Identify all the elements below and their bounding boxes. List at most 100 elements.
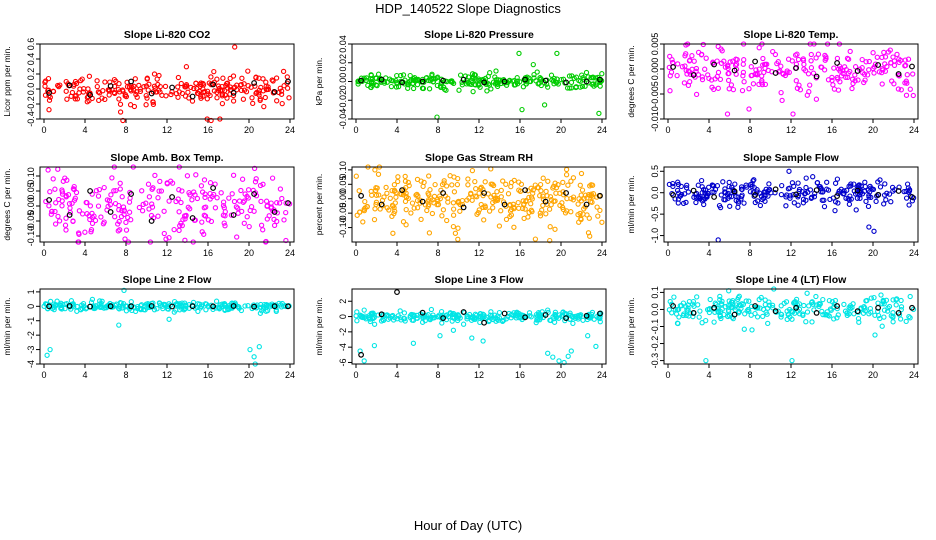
data-point [465,176,471,182]
data-point [856,182,862,188]
data-point [804,290,810,296]
data-point [868,185,874,191]
data-point [46,203,52,209]
data-point [128,217,134,223]
data-point [488,181,494,187]
data-point [582,192,589,198]
data-point [832,207,838,214]
data-point [709,84,715,90]
data-point [441,180,447,186]
data-point [136,204,143,211]
outlier-point [556,358,562,364]
data-point [207,92,213,99]
data-point [855,315,862,322]
data-point [448,78,454,84]
y-axis-label: ml/min per min. [626,175,636,233]
data-point [60,178,66,184]
data-point [354,318,360,324]
x-tick-label: 0 [665,370,670,380]
data-point [228,212,235,218]
data-point [49,208,55,215]
data-point [817,301,823,307]
data-point [101,184,107,191]
outlier-point [568,348,574,354]
data-point [571,75,577,81]
panel-1: Slope Li-820 CO2 Licor ppm per min. 0 4 8 12 1… [2,29,295,135]
data-point [213,298,220,304]
data-point [269,175,276,181]
data-point [259,308,265,314]
data-point [185,89,191,95]
data-point [741,200,747,206]
series-point [834,303,840,309]
y-tick-label: -0.04 [338,109,348,130]
data-point [492,312,498,318]
data-point [426,230,433,236]
data-point [732,181,738,187]
series-point [419,78,426,85]
data-point [46,97,53,103]
y-tick-label: 0.5 [650,165,660,178]
data-point [736,309,743,315]
data-point [705,72,711,78]
data-point [695,302,701,308]
data-point [414,176,421,183]
data-point [696,314,702,320]
series-point [563,190,569,196]
data-point [478,201,484,208]
data-point [774,60,780,67]
data-point [800,56,806,62]
data-point [578,170,585,177]
data-point [760,62,766,68]
data-point [751,193,757,199]
data-point [427,316,433,323]
data-point [543,188,549,195]
data-point [667,88,673,94]
data-point [693,68,699,74]
outlier-point [120,117,126,124]
outlier-point [256,344,262,350]
data-point [189,98,196,104]
panel-2: Slope Li-820 Pressure kPa per min. 0 4 8 12 16… [314,29,607,135]
panel-7: Slope Line 2 Flow ml/min per min. 0 4 8 12 16 2… [2,274,295,380]
outlier-point [872,332,878,338]
data-point [784,316,790,323]
plot-frame [663,288,919,365]
y-tick-label: -0.05 [338,203,348,224]
data-point [689,53,695,59]
data-point [711,319,717,325]
data-point [258,222,265,228]
data-point [807,82,813,88]
data-point [85,86,91,92]
x-tick-label: 8 [123,370,128,380]
data-point [526,194,532,201]
data-point [808,58,814,64]
data-point [746,298,752,304]
data-point [778,191,785,198]
data-point [401,310,408,316]
data-point [162,83,169,90]
data-point [208,218,215,225]
data-point [749,183,755,190]
data-point [222,223,228,229]
data-point [374,185,380,191]
data-point [734,56,740,63]
data-point [456,87,462,93]
data-point [161,208,167,214]
data-point [402,198,409,205]
data-point [514,309,520,315]
series-point [210,303,217,310]
data-point [168,91,174,98]
data-point [145,87,151,93]
data-point [791,310,798,316]
data-point [537,210,543,216]
data-point [250,100,256,107]
data-point [450,223,457,230]
data-point [152,172,158,179]
data-point [265,84,271,90]
data-point [787,193,793,199]
data-point [375,71,382,77]
series-point [66,303,73,309]
data-point [395,174,401,180]
data-point [874,54,880,60]
